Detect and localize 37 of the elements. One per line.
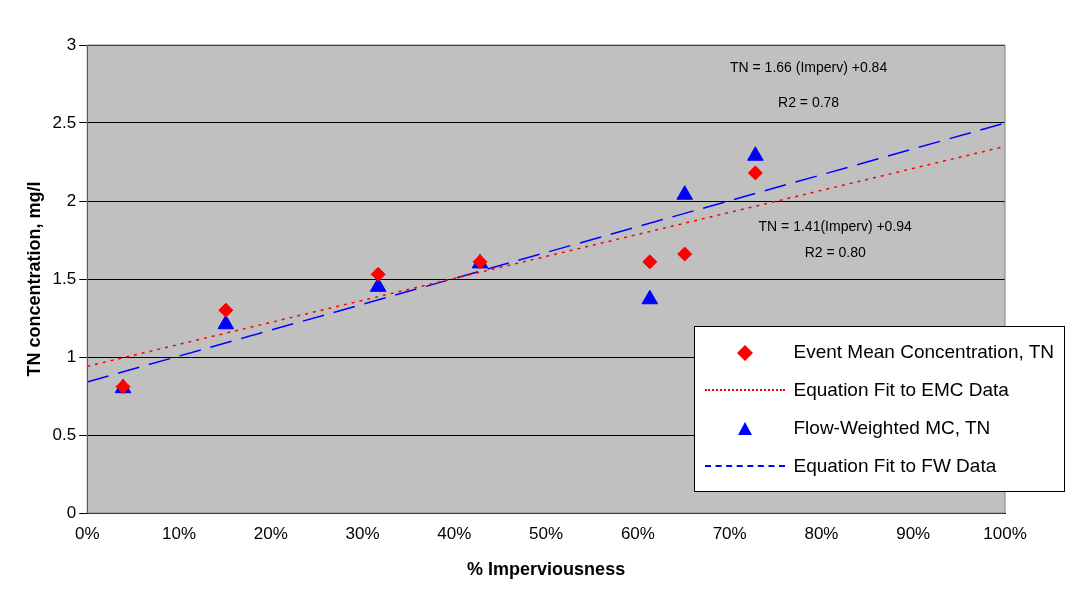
y-tick-label: 0.5 — [52, 424, 77, 444]
y-tick-label: 1.5 — [52, 268, 77, 288]
point — [218, 302, 234, 318]
x-tick-label: 80% — [804, 523, 839, 543]
legend-label: Flow-Weighted MC, TN — [793, 417, 991, 439]
point — [747, 146, 764, 161]
x-tick-label: 60% — [620, 523, 655, 543]
legend-label: Equation Fit to EMC Data — [793, 379, 1009, 401]
x-tick-label: 0% — [74, 523, 100, 543]
point — [641, 289, 659, 305]
y-axis-title: TN concentration, mg/l — [23, 181, 44, 377]
x-tick-label: 70% — [712, 523, 747, 543]
legend-label: Equation Fit to FW Data — [793, 455, 997, 477]
x-tick-label: 90% — [896, 523, 931, 543]
annotation: R2 = 0.78 — [778, 94, 840, 111]
x-tick-label: 20% — [253, 523, 288, 543]
x-axis-title: % Imperviousness — [467, 559, 626, 580]
y-tick-label: 3 — [66, 34, 77, 54]
y-tick-label: 2 — [66, 190, 77, 210]
x-tick-label: 10% — [161, 523, 197, 543]
point — [676, 185, 693, 200]
x-tick-label: 40% — [437, 523, 472, 543]
annotation: TN = 1.66 (Imperv) +0.84 — [730, 59, 888, 76]
y-tick-label: 2.5 — [52, 112, 77, 132]
x-tick-label: 50% — [529, 523, 564, 543]
y-tick-label: 0 — [66, 502, 77, 522]
x-tick-label: 100% — [983, 523, 1027, 543]
point — [370, 266, 386, 282]
annotation: TN = 1.41(Imperv) +0.94 — [758, 218, 913, 235]
y-tick-label: 1 — [66, 346, 77, 366]
point — [217, 314, 235, 330]
point — [642, 254, 658, 270]
annotation: R2 = 0.80 — [804, 244, 866, 261]
point — [747, 165, 763, 181]
legend-label: Event Mean Concentration, TN — [793, 341, 1054, 363]
point — [677, 246, 693, 262]
x-tick-label: 30% — [345, 523, 380, 543]
